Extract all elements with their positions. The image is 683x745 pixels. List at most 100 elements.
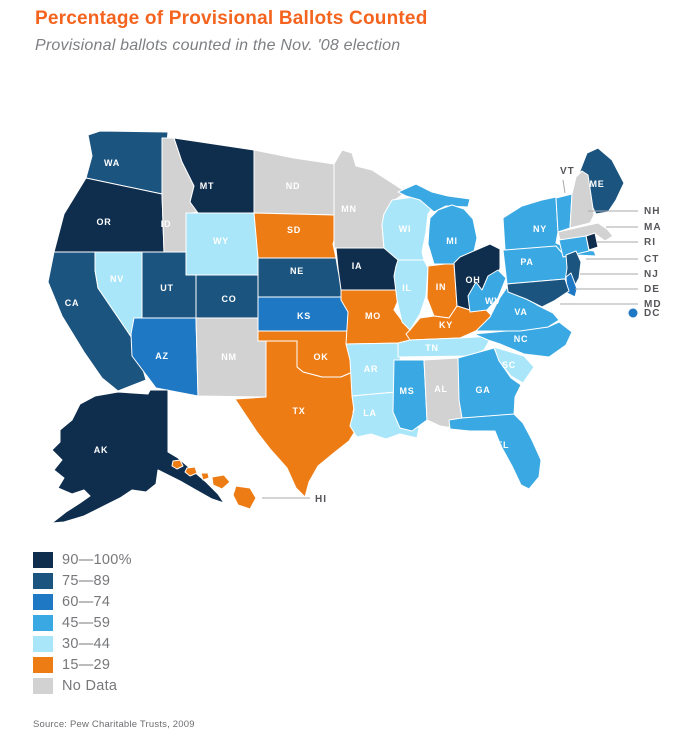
state-label-ne: NE xyxy=(290,266,304,276)
state-hi[interactable] xyxy=(171,459,184,470)
callout-label-ri: RI xyxy=(644,237,656,248)
state-tx[interactable] xyxy=(234,340,358,498)
legend-label-p45: 45—59 xyxy=(62,614,111,631)
leader-label-vt: VT xyxy=(560,166,575,177)
state-label-va: VA xyxy=(514,307,527,317)
legend-row-nodata: No Data xyxy=(33,675,132,696)
state-label-sd: SD xyxy=(287,225,301,235)
legend-row-p60: 60—74 xyxy=(33,591,132,612)
legend-swatch-p60 xyxy=(33,593,53,610)
state-label-fl: FL xyxy=(497,440,509,450)
state-label-oh: OH xyxy=(466,275,481,285)
state-label-mt: MT xyxy=(200,181,214,191)
state-hi[interactable] xyxy=(184,466,198,477)
state-ct[interactable] xyxy=(558,235,590,258)
state-label-ak: AK xyxy=(94,445,108,455)
source-note: Source: Pew Charitable Trusts, 2009 xyxy=(33,719,195,730)
state-label-wa: WA xyxy=(104,158,120,168)
state-label-ca: CA xyxy=(65,298,79,308)
state-sd[interactable] xyxy=(253,212,338,259)
state-label-az: AZ xyxy=(155,351,168,361)
state-label-me: ME xyxy=(590,179,605,189)
state-label-ks: KS xyxy=(297,311,311,321)
state-label-tn: TN xyxy=(425,343,438,353)
state-label-ky: KY xyxy=(439,320,453,330)
callout-label-de: DE xyxy=(644,284,660,295)
legend-label-nodata: No Data xyxy=(62,677,118,694)
state-label-id: ID xyxy=(161,219,171,229)
state-label-wi: WI xyxy=(399,224,411,234)
page-title: Percentage of Provisional Ballots Counte… xyxy=(35,8,428,29)
legend-row-p90: 90—100% xyxy=(33,549,132,570)
state-label-al: AL xyxy=(434,384,447,394)
state-label-ok: OK xyxy=(314,352,329,362)
leader-label-hi: HI xyxy=(315,494,327,505)
state-label-mo: MO xyxy=(365,311,381,321)
state-hi[interactable] xyxy=(232,485,257,510)
state-hi[interactable] xyxy=(211,474,231,490)
callout-label-md: MD xyxy=(644,299,662,310)
legend-swatch-p15 xyxy=(33,656,53,673)
state-sc[interactable] xyxy=(493,346,535,384)
state-label-mi: MI xyxy=(446,236,457,246)
state-label-co: CO xyxy=(222,294,237,304)
state-mi[interactable] xyxy=(427,204,478,265)
state-label-ga: GA xyxy=(476,385,491,395)
state-label-mn: MN xyxy=(341,204,356,214)
state-label-pa: PA xyxy=(520,257,533,267)
state-ak[interactable] xyxy=(51,389,225,524)
state-label-wy: WY xyxy=(213,236,229,246)
state-wv[interactable] xyxy=(467,269,507,313)
legend-label-p15: 15—29 xyxy=(62,656,111,673)
state-label-nv: NV xyxy=(110,274,124,284)
state-label-tx: TX xyxy=(293,406,306,416)
state-label-nc: NC xyxy=(514,334,528,344)
state-label-il: IL xyxy=(402,283,411,293)
state-label-nm: NM xyxy=(221,352,236,362)
callout-label-ma: MA xyxy=(644,222,662,233)
legend-label-p75: 75—89 xyxy=(62,572,111,589)
legend-swatch-p75 xyxy=(33,572,53,589)
state-ny[interactable] xyxy=(502,196,573,255)
state-label-in: IN xyxy=(436,282,446,292)
page-subtitle: Provisional ballots counted in the Nov. … xyxy=(35,37,401,54)
legend-row-p15: 15—29 xyxy=(33,654,132,675)
state-ne[interactable] xyxy=(257,257,349,298)
state-label-la: LA xyxy=(363,408,376,418)
legend-swatch-p30 xyxy=(33,635,53,652)
callout-label-nj: NJ xyxy=(644,269,659,280)
state-label-ms: MS xyxy=(400,386,415,396)
state-label-sc: SC xyxy=(502,360,516,370)
state-md[interactable] xyxy=(506,278,570,308)
state-label-ny: NY xyxy=(533,224,547,234)
state-label-nd: ND xyxy=(286,181,300,191)
legend-label-p30: 30—44 xyxy=(62,635,111,652)
legend-label-p90: 90—100% xyxy=(62,551,132,568)
leader-line-vt xyxy=(562,179,566,194)
legend-row-p75: 75—89 xyxy=(33,570,132,591)
legend-swatch-nodata xyxy=(33,677,53,694)
us-choropleth-map: WA OR CA NV ID MT WY UT CO AZ NM ND SD NE KS OK TX MN IA MO… xyxy=(47,130,662,524)
dc-dot[interactable] xyxy=(628,308,638,318)
state-label-ia: IA xyxy=(352,261,362,271)
state-fl[interactable] xyxy=(448,413,542,490)
legend-swatch-p45 xyxy=(33,614,53,631)
legend-row-p45: 45—59 xyxy=(33,612,132,633)
state-nc[interactable] xyxy=(473,321,573,358)
state-label-or: OR xyxy=(97,217,112,227)
state-label-wv: WV xyxy=(485,296,501,306)
legend-label-p60: 60—74 xyxy=(62,593,111,610)
map-legend: 90—100% 75—89 60—74 45—59 30—44 15—29 No Data xyxy=(33,549,132,696)
state-hi[interactable] xyxy=(200,472,210,481)
callout-label-nh: NH xyxy=(644,206,660,217)
state-label-ar: AR xyxy=(364,364,378,374)
legend-swatch-p90 xyxy=(33,551,53,568)
state-label-ut: UT xyxy=(160,283,173,293)
legend-row-p30: 30—44 xyxy=(33,633,132,654)
state-tn[interactable] xyxy=(397,335,493,358)
callout-label-dc: DC xyxy=(644,308,660,319)
figure-header: Percentage of Provisional Ballots Counte… xyxy=(35,8,428,55)
callout-label-ct: CT xyxy=(644,254,659,265)
state-nh[interactable] xyxy=(569,170,595,229)
